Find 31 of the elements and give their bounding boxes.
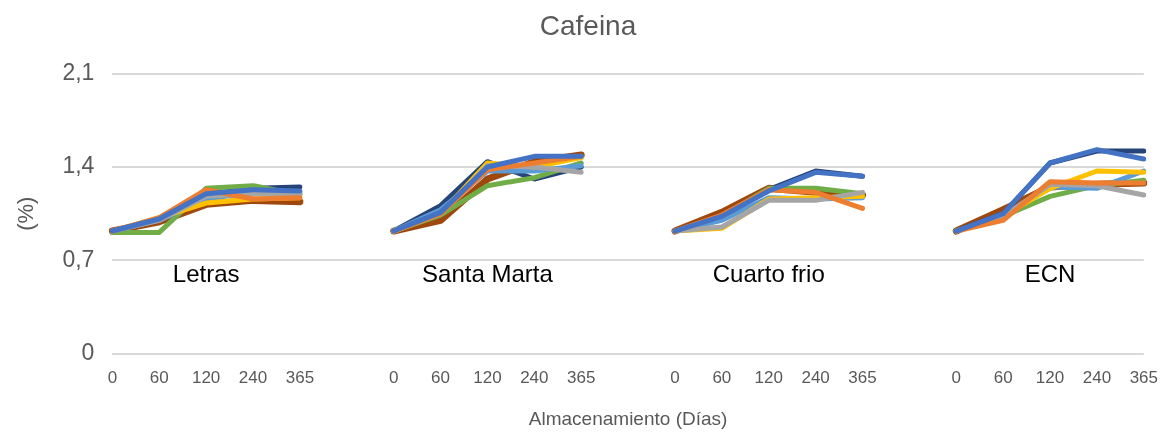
y-tick-label: 0,7 <box>62 245 95 272</box>
y-tick-label: 0 <box>81 339 95 366</box>
x-tick-label: 365 <box>285 367 315 387</box>
annotation: Letras <box>172 259 240 287</box>
x-tick-label: 60 <box>149 367 169 387</box>
y-tick-label: 2,1 <box>62 58 95 85</box>
x-tick-label: 365 <box>1129 367 1159 387</box>
annotation: ECN <box>1024 259 1076 287</box>
x-tick-label: 240 <box>238 367 268 387</box>
x-tick-label: 240 <box>1082 367 1112 387</box>
x-tick-label: 365 <box>567 367 596 387</box>
annotation: Santa Marta <box>422 259 554 287</box>
annotation: Cuarto frio <box>712 259 825 287</box>
x-tick-label: 240 <box>801 367 830 387</box>
y-axis-title: (%) <box>13 196 39 231</box>
x-tick-label: 0 <box>670 367 680 387</box>
x-tick-label: 0 <box>107 367 118 387</box>
x-tick-label: 120 <box>1035 367 1065 387</box>
x-axis-title: Almacenamiento (Días) <box>528 407 728 429</box>
chart-title: Cafeina <box>539 9 637 41</box>
y-tick-label: 1,4 <box>62 152 95 179</box>
x-tick-label: 60 <box>431 367 451 387</box>
x-tick-label: 60 <box>712 367 732 387</box>
x-tick-label: 0 <box>388 367 399 387</box>
x-tick-label: 120 <box>473 367 502 387</box>
x-tick-label: 120 <box>191 367 221 387</box>
x-tick-label: 120 <box>754 367 783 387</box>
x-tick-label: 0 <box>951 367 962 387</box>
x-tick-label: 365 <box>848 367 877 387</box>
x-tick-label: 60 <box>993 367 1013 387</box>
x-tick-label: 240 <box>520 367 549 387</box>
